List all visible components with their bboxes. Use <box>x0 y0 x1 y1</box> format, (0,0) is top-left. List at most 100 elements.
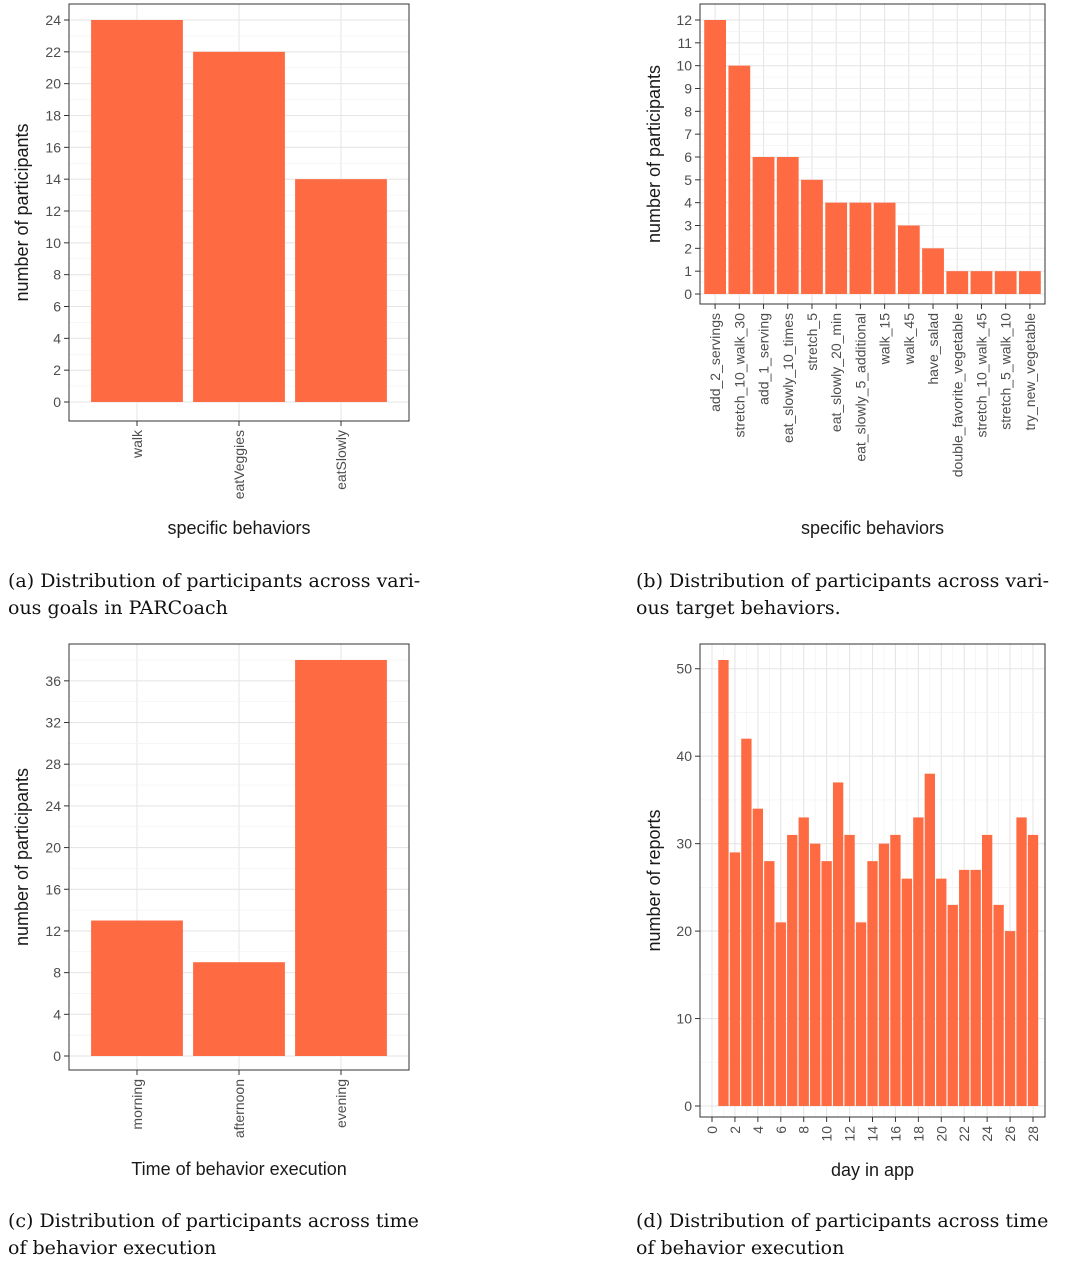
bar <box>810 843 821 1106</box>
bar <box>718 660 729 1106</box>
y-tick-label: 12 <box>45 203 61 219</box>
plot-border <box>68 3 410 422</box>
x-tick-label: 28 <box>1025 1126 1041 1142</box>
y-tick-label: 30 <box>676 836 692 852</box>
bar <box>901 878 913 1106</box>
x-tick-label: 20 <box>933 1126 949 1142</box>
x-tick-label: 22 <box>956 1126 972 1142</box>
caption-a-line1: (a) Distribution of participants across … <box>8 570 421 592</box>
y-tick-label: 7 <box>684 126 692 142</box>
chart-panel-c: morning afternoon evening 0 4 8 12 16 20 24 28 32 36… <box>0 640 440 1200</box>
bar <box>844 834 855 1106</box>
y-tick-label: 40 <box>676 748 692 764</box>
bar <box>913 817 924 1106</box>
bar <box>295 660 387 1056</box>
x-tick-label: walk <box>129 429 145 459</box>
bar <box>295 179 387 402</box>
bar <box>801 179 823 294</box>
bar <box>873 202 896 294</box>
bar <box>787 834 798 1106</box>
bar <box>752 157 775 294</box>
y-tick-label: 20 <box>676 923 692 939</box>
bar <box>728 65 751 295</box>
y-tick-label: 20 <box>45 76 61 92</box>
y-tick-label: 36 <box>45 673 61 689</box>
chart-c: morning afternoon evening 0 4 8 12 16 20 24 28 32 36… <box>12 643 410 1179</box>
bar <box>922 248 944 294</box>
chart-panel-a: walk eatVeggies eatSlowly 0 2 4 6 8 10 12 14 16 18 20… <box>0 0 440 560</box>
x-tick-label: walk_45 <box>901 313 917 366</box>
caption-d: (d) Distribution of participants across … <box>636 1208 1066 1262</box>
bar <box>193 51 285 402</box>
bar <box>193 962 285 1056</box>
bar <box>775 922 786 1106</box>
y-tick-label: 2 <box>684 240 692 256</box>
x-tick-label: eat_slowly_5_additional <box>852 313 868 462</box>
bar <box>981 834 993 1106</box>
bar <box>946 271 969 294</box>
y-axis-title: number of participants <box>644 65 664 243</box>
y-tick-label: 12 <box>676 12 692 28</box>
y-tick-label: 8 <box>53 965 61 981</box>
caption-d-line1: (d) Distribution of participants across … <box>636 1210 1049 1232</box>
bar <box>729 852 741 1106</box>
caption-b: (b) Distribution of participants across … <box>636 568 1066 622</box>
x-tick-label: stretch_5 <box>804 313 820 371</box>
x-tick-label: eat_slowly_10_times <box>780 313 796 443</box>
x-tick-label: try_new_vegetable <box>1022 313 1038 431</box>
y-tick-label: 1 <box>684 263 692 279</box>
x-tick-label: eatVeggies <box>231 430 247 499</box>
y-tick-label: 28 <box>45 756 61 772</box>
bar <box>1016 817 1027 1106</box>
caption-b-line2: ous target behaviors. <box>636 597 841 619</box>
y-tick-label: 0 <box>684 1098 692 1114</box>
y-tick-label: 8 <box>53 267 61 283</box>
x-tick-label: 0 <box>704 1126 720 1134</box>
x-tick-label: walk_15 <box>877 313 893 366</box>
y-tick-label: 0 <box>684 286 692 302</box>
y-tick-label: 12 <box>45 923 61 939</box>
y-tick-label: 4 <box>684 195 692 211</box>
plot-area <box>699 3 1046 305</box>
bar <box>855 922 867 1106</box>
bar <box>970 271 993 294</box>
y-tick-label: 18 <box>45 108 61 124</box>
y-tick-label: 24 <box>45 12 61 28</box>
x-axis-title: specific behaviors <box>167 518 310 538</box>
bar <box>994 271 1017 294</box>
y-tick-label: 16 <box>45 881 61 897</box>
y-tick-label: 11 <box>677 35 692 51</box>
y-tick-label: 0 <box>53 1048 61 1064</box>
chart-a: walk eatVeggies eatSlowly02468101214161820… <box>12 3 410 538</box>
bar <box>897 225 920 294</box>
bar <box>993 904 1004 1106</box>
x-tick-label: 4 <box>750 1126 766 1134</box>
x-tick-label: 6 <box>773 1126 789 1134</box>
bar <box>825 202 848 294</box>
bar <box>1027 834 1039 1106</box>
bar <box>947 904 958 1106</box>
bar <box>704 20 727 294</box>
x-tick-label: stretch_10_walk_30 <box>731 313 747 438</box>
x-tick-label: have_salad <box>925 313 941 385</box>
caption-a-line2: ous goals in PARCoach <box>8 597 228 619</box>
y-tick-label: 4 <box>53 1006 61 1022</box>
x-axis-title: specific behaviors <box>801 518 944 538</box>
bar <box>776 157 799 294</box>
y-tick-label: 10 <box>676 58 692 74</box>
y-tick-label: 20 <box>45 840 61 856</box>
x-tick-label: morning <box>129 1079 145 1130</box>
x-tick-label: 26 <box>1002 1126 1018 1142</box>
bar <box>878 843 890 1106</box>
y-axis-title: number of reports <box>644 809 664 951</box>
y-axis-title: number of participants <box>12 768 32 946</box>
caption-d-line2: of behavior execution <box>636 1237 845 1259</box>
plot-border <box>68 643 410 1071</box>
x-tick-label: 10 <box>819 1126 835 1142</box>
bar <box>741 738 752 1106</box>
x-tick-label: 16 <box>887 1126 903 1142</box>
bar <box>752 808 764 1106</box>
bar <box>821 861 832 1106</box>
bar <box>936 878 947 1106</box>
plot-border <box>699 643 1046 1118</box>
